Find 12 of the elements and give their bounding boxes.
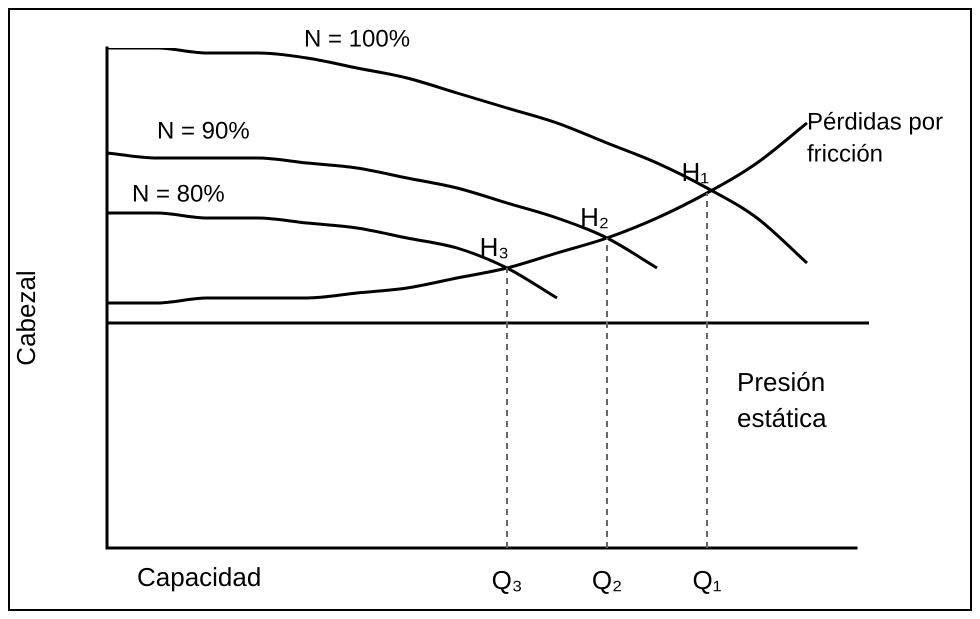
y-axis-title: Cabezal (11, 270, 42, 366)
series-label: N = 80% (132, 180, 225, 208)
x-tick-label: Q₂ (592, 564, 622, 595)
ref-line-label: Presión estática (737, 367, 828, 434)
x-tick-label: Q₃ (492, 564, 522, 595)
series-label: N = 100% (304, 26, 410, 53)
series-label: Pérdidas por fricción (807, 108, 944, 168)
annotation: H₂ (580, 202, 609, 232)
annotation: H₃ (480, 232, 509, 262)
series-label: N = 90% (157, 118, 250, 145)
x-tick-label: Q₁ (692, 564, 722, 595)
x-axis-title: Capacidad (137, 562, 262, 592)
